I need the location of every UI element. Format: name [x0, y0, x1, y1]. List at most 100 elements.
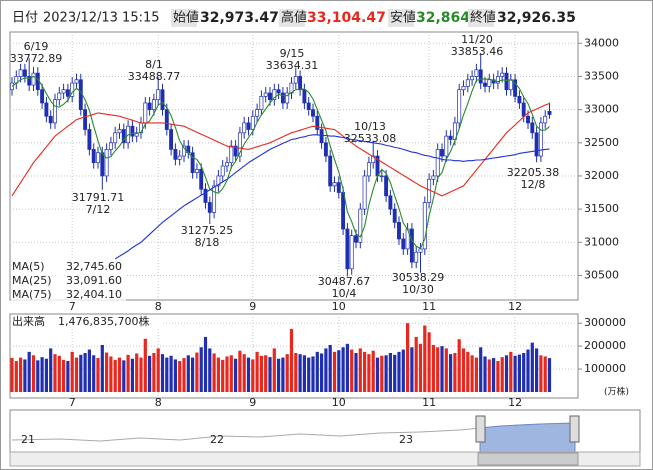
candle-body	[285, 92, 290, 104]
annotation: 12/8	[521, 178, 546, 191]
candle-body	[53, 99, 57, 124]
candle-body	[293, 76, 298, 84]
volume-bar	[526, 349, 530, 392]
candle-body	[160, 89, 165, 110]
volume-bar	[337, 350, 341, 392]
y-tick-label: 30500	[584, 268, 619, 281]
legend-name: MA(25)	[12, 274, 52, 287]
candle-body	[366, 162, 371, 177]
candle-body	[177, 155, 182, 160]
candle-body	[65, 89, 70, 97]
candle-body	[169, 129, 174, 150]
volume-bar	[122, 360, 126, 392]
title-bg	[11, 315, 161, 329]
volume-bar	[135, 353, 139, 392]
candle-body	[418, 248, 423, 253]
volume-bar	[350, 349, 354, 392]
volume-bar	[40, 357, 44, 392]
label-box	[171, 9, 197, 27]
volume-bar	[277, 358, 281, 392]
volume-bar	[509, 351, 513, 392]
candle-body	[470, 76, 475, 81]
candle-body	[216, 175, 221, 187]
volume-bar	[492, 358, 496, 392]
volume-bar	[380, 355, 384, 392]
y-tick-label: 31000	[584, 235, 619, 248]
candle-body	[203, 188, 208, 203]
volume-bar	[156, 348, 160, 392]
volume-bar	[294, 353, 298, 392]
volume-bar	[388, 353, 392, 392]
candle-body	[113, 132, 118, 144]
volume-bar	[44, 358, 48, 392]
candle-body	[362, 175, 367, 210]
y-tick-label: 34000	[584, 36, 619, 49]
volume-bar	[423, 325, 427, 392]
candle-body	[18, 69, 23, 77]
y-tick-label: 32000	[584, 169, 619, 182]
volume-bar	[109, 356, 113, 392]
volume-bar	[496, 361, 500, 392]
candle-body	[259, 95, 264, 110]
annotation: 30538.29	[392, 271, 445, 284]
ma-line	[11, 102, 550, 197]
volume-bar	[393, 354, 397, 392]
annotation: 32533.08	[344, 132, 397, 145]
volume-bar	[470, 355, 474, 392]
x-tick-label: 12	[508, 396, 522, 409]
candle-body	[108, 142, 113, 150]
candle-body	[517, 95, 522, 104]
candle-body	[504, 72, 509, 91]
open-value: 32,973.47	[200, 10, 279, 26]
range-handle[interactable]	[475, 415, 486, 443]
annotation: 10/4	[332, 287, 357, 300]
navigator-line	[11, 422, 576, 442]
range-handle[interactable]	[569, 415, 580, 443]
scroll-thumb[interactable]	[477, 452, 579, 466]
candle-body	[199, 168, 204, 190]
candle-body	[255, 109, 260, 117]
candle-body	[40, 89, 45, 104]
volume-bar	[371, 350, 375, 392]
open-label: 始値	[173, 10, 199, 26]
date-label: 日付	[12, 11, 38, 26]
volume-bar	[36, 360, 40, 392]
candle-body	[358, 208, 363, 243]
candle-body	[341, 192, 346, 230]
candle-body	[182, 145, 186, 157]
volume-bar	[431, 344, 435, 392]
candle-body	[345, 228, 350, 270]
annotation: 8/18	[195, 236, 220, 249]
candle-body	[91, 149, 96, 164]
x-tick-label: 10	[332, 396, 346, 409]
candle-body	[478, 69, 483, 84]
y-tick-label: 33000	[584, 103, 619, 116]
x-tick-label: 8	[155, 300, 162, 313]
candle-body	[397, 222, 401, 240]
annotation: 7/12	[86, 203, 111, 216]
volume-bar	[410, 347, 414, 392]
volume-bar	[453, 353, 457, 392]
annotation: 33853.46	[451, 45, 504, 58]
candle-body	[538, 122, 543, 157]
candle-body	[246, 122, 251, 130]
volume-bar	[31, 355, 36, 392]
volume-bar	[10, 358, 14, 392]
volume-bar	[251, 359, 255, 392]
legend-bg	[11, 260, 126, 274]
candle-body	[48, 115, 53, 124]
volume-bar	[105, 352, 109, 392]
volume-bar	[87, 349, 91, 392]
legend-value: 32,745.60	[66, 260, 122, 273]
close-value: 32,926.35	[497, 10, 576, 26]
volume-bar	[49, 348, 53, 392]
volume-bar	[259, 355, 263, 392]
x-tick-label: 11	[422, 300, 436, 313]
navigator: 21 22 23	[9, 409, 641, 467]
candle-body	[220, 165, 225, 177]
volume-bar	[152, 353, 156, 392]
low-label: 安値	[390, 10, 416, 26]
volume-bar	[418, 343, 423, 392]
volume-bar	[186, 355, 190, 392]
volume-bar	[165, 357, 169, 392]
